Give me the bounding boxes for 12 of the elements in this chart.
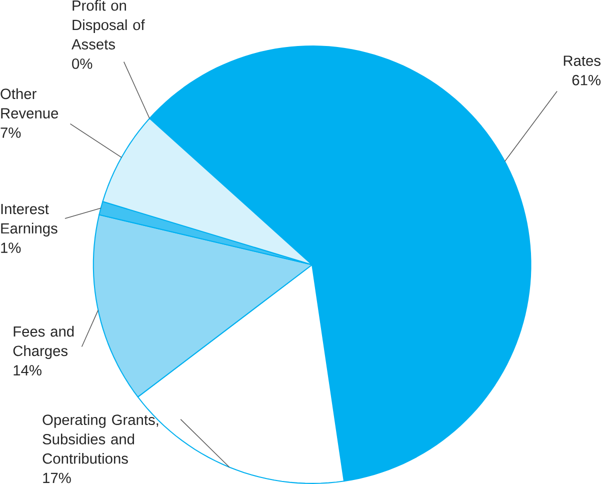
category-label: Profit on Disposal of Assets [72,0,145,50]
slice-label: Interest Earnings [1,204,58,236]
data-label: 1% [1,242,21,253]
slice-label: Rates [564,56,600,66]
slice-label: Fees and Charges [13,326,74,359]
data-label: 7% [0,128,21,138]
data-label: 17% [43,472,71,484]
data-label: 61% [572,74,600,86]
text: 0% [72,58,92,69]
data-label: 14% [14,365,42,376]
slice-label: Operating Grants, Subsidies and Contributions [42,414,158,464]
slice-label: Other Revenue [0,88,58,118]
